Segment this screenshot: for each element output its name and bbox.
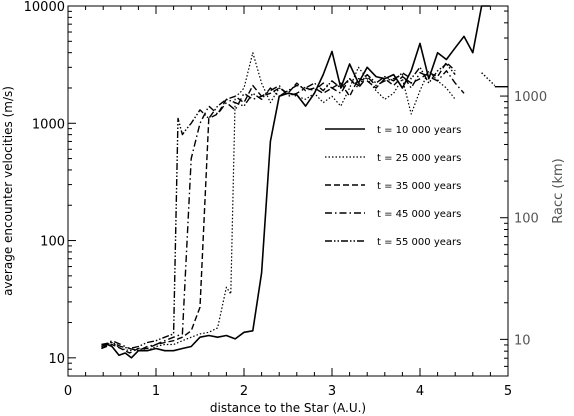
series-line-3 [101,61,456,354]
right-tick-label: 100 [514,212,539,227]
plot-frame [67,5,509,377]
series-line-4 [101,70,465,352]
y-tick-label: 1000 [32,117,65,132]
series-line-2 [101,52,456,352]
right-tick-label: 10 [514,333,531,348]
y-tick-label: 10000 [24,0,65,15]
legend: t = 10 000 years t = 25 000 years t = 35 0… [325,125,461,248]
x-tick-label: 4 [416,384,424,399]
legend-label-4: t = 45 000 years [377,209,461,220]
x-tick-label: 2 [240,384,248,399]
series-group [100,5,508,359]
x-tick-label: 1 [152,384,160,399]
extra-segment-2 [481,72,496,87]
legend-label-5: t = 55 000 years [377,237,461,248]
y-axis-label: average encounter velocities (m/s) [1,86,15,296]
series-line-1 [100,5,491,359]
y-tick-label: 100 [40,235,65,250]
x-tick-label: 3 [328,384,336,399]
right-axis-label: Racc (km) [551,158,566,223]
x-axis-label: distance to the Star (A.U.) [210,401,366,415]
y-tick-label: 10 [48,352,65,367]
tick-group: 0 1 2 3 4 5 10 100 1000 10000 10 100 1000 [24,0,547,399]
series-line-5 [101,63,456,350]
legend-label-2: t = 25 000 years [377,153,461,164]
x-tick-label: 5 [504,384,512,399]
legend-label-3: t = 35 000 years [377,181,461,192]
legend-label-1: t = 10 000 years [377,125,461,136]
right-tick-label: 1000 [514,90,547,105]
x-tick-label: 0 [64,384,72,399]
